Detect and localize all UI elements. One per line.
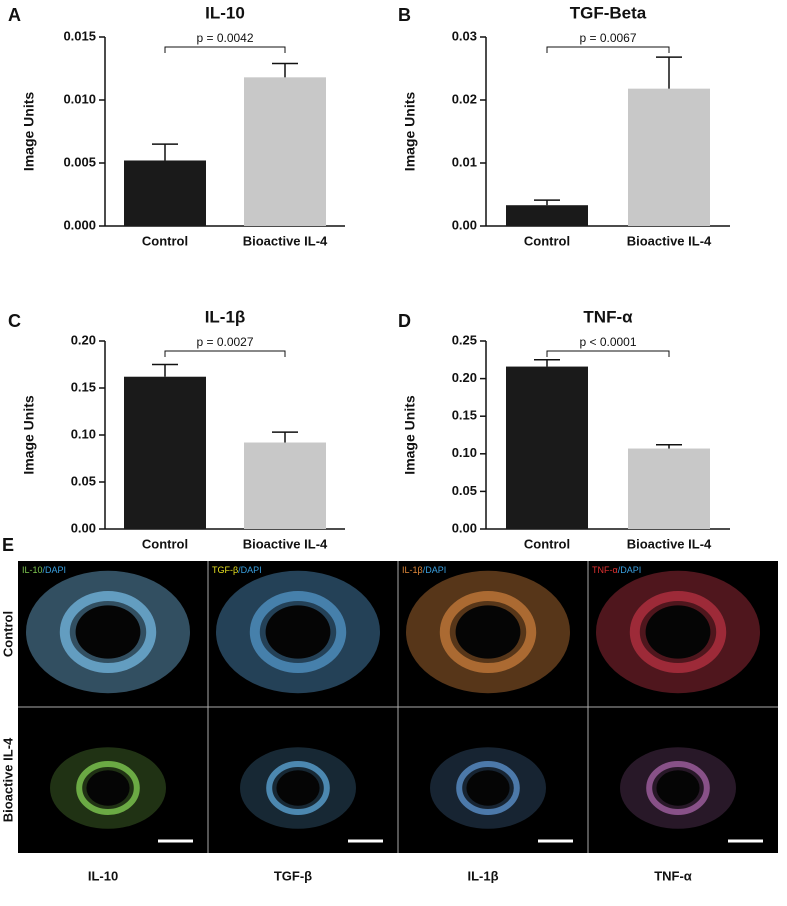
y-tick-label: 0.005 bbox=[63, 154, 96, 169]
y-tick-label: 0.02 bbox=[452, 91, 477, 106]
lumen bbox=[466, 770, 510, 806]
panel-label: A bbox=[8, 5, 21, 25]
x-tick-label: Bioactive IL-4 bbox=[243, 536, 328, 551]
x-tick-label: Bioactive IL-4 bbox=[627, 233, 712, 248]
stain-dapi: /DAPI bbox=[618, 565, 642, 575]
micrograph bbox=[430, 747, 573, 843]
bar bbox=[628, 88, 710, 226]
stain-marker: IL-1β bbox=[402, 565, 423, 575]
panel-label: C bbox=[8, 311, 21, 331]
vessel-wall bbox=[59, 591, 157, 673]
bar bbox=[628, 448, 710, 529]
y-tick-label: 0.20 bbox=[452, 370, 477, 385]
micrograph bbox=[240, 747, 383, 843]
y-tick-label: 0.00 bbox=[452, 520, 477, 535]
bar bbox=[124, 160, 206, 226]
x-tick-label: Bioactive IL-4 bbox=[243, 233, 328, 248]
y-axis-label: Image Units bbox=[402, 92, 418, 172]
vessel-wall bbox=[249, 591, 347, 673]
lumen bbox=[75, 605, 141, 659]
y-tick-label: 0.03 bbox=[452, 28, 477, 43]
significance-bracket bbox=[546, 350, 670, 357]
lumen bbox=[455, 605, 521, 659]
stain-label: IL-10/DAPI bbox=[22, 565, 66, 575]
y-tick-label: 0.015 bbox=[63, 28, 96, 43]
stain-dapi: /DAPI bbox=[43, 565, 67, 575]
y-tick-label: 0.05 bbox=[452, 483, 477, 498]
x-tick-label: Control bbox=[142, 536, 188, 551]
y-tick-label: 0.01 bbox=[452, 154, 477, 169]
vessel-wall bbox=[456, 761, 520, 815]
x-tick-label: Control bbox=[524, 536, 570, 551]
panel-label: D bbox=[398, 311, 411, 331]
column-label: IL-10 bbox=[88, 868, 118, 883]
lumen bbox=[276, 770, 320, 806]
significance-bracket bbox=[546, 46, 670, 53]
vessel-wall bbox=[646, 761, 710, 815]
stain-label: TNF-α/DAPI bbox=[592, 565, 641, 575]
bar bbox=[506, 366, 588, 529]
y-axis-label: Image Units bbox=[21, 395, 37, 475]
significance-bracket bbox=[164, 46, 286, 53]
y-tick-label: 0.010 bbox=[63, 91, 96, 106]
vessel-wall bbox=[629, 591, 727, 673]
stain-dapi: /DAPI bbox=[238, 565, 262, 575]
stain-marker: TGF-β bbox=[212, 565, 238, 575]
bar bbox=[244, 77, 326, 226]
bar bbox=[506, 205, 588, 226]
p-value: p = 0.0067 bbox=[579, 31, 636, 45]
bar bbox=[124, 376, 206, 529]
stain-marker: TNF-α bbox=[592, 565, 618, 575]
panel-label: B bbox=[398, 5, 411, 25]
p-value: p = 0.0042 bbox=[196, 31, 253, 45]
chart-title: IL-10 bbox=[205, 3, 245, 22]
row-label: Control bbox=[0, 611, 15, 657]
row-label: Bioactive IL-4 bbox=[0, 737, 15, 822]
column-label: TGF-β bbox=[274, 868, 312, 883]
panel-label: E bbox=[2, 535, 14, 555]
stain-label: TGF-β/DAPI bbox=[212, 565, 262, 575]
y-tick-label: 0.000 bbox=[63, 217, 96, 232]
y-axis-label: Image Units bbox=[402, 395, 418, 475]
micrograph bbox=[216, 570, 380, 694]
significance-bracket bbox=[164, 350, 286, 357]
stain-marker: IL-10 bbox=[22, 565, 43, 575]
vessel-wall bbox=[76, 761, 140, 815]
column-label: IL-1β bbox=[467, 868, 498, 883]
y-tick-label: 0.10 bbox=[452, 445, 477, 460]
vessel-wall bbox=[266, 761, 330, 815]
stain-dapi: /DAPI bbox=[423, 565, 447, 575]
p-value: p < 0.0001 bbox=[579, 335, 636, 349]
y-tick-label: 0.00 bbox=[452, 217, 477, 232]
y-tick-label: 0.20 bbox=[71, 332, 96, 347]
micrograph bbox=[596, 570, 760, 694]
p-value: p = 0.0027 bbox=[196, 335, 253, 349]
bar bbox=[244, 442, 326, 529]
y-tick-label: 0.05 bbox=[71, 473, 96, 488]
y-tick-label: 0.15 bbox=[452, 408, 477, 423]
y-tick-label: 0.15 bbox=[71, 379, 96, 394]
lumen bbox=[86, 770, 130, 806]
x-tick-label: Bioactive IL-4 bbox=[627, 536, 712, 551]
y-tick-label: 0.10 bbox=[71, 426, 96, 441]
stain-label: IL-1β/DAPI bbox=[402, 565, 446, 575]
lumen bbox=[645, 605, 711, 659]
y-tick-label: 0.00 bbox=[71, 520, 96, 535]
chart-title: TNF-α bbox=[583, 307, 633, 326]
lumen bbox=[656, 770, 700, 806]
micrograph bbox=[620, 747, 763, 843]
x-tick-label: Control bbox=[524, 233, 570, 248]
lumen bbox=[265, 605, 331, 659]
micrograph bbox=[26, 570, 190, 694]
chart-title: IL-1β bbox=[205, 307, 246, 326]
micrograph bbox=[50, 747, 193, 843]
y-axis-label: Image Units bbox=[21, 92, 37, 172]
y-tick-label: 0.25 bbox=[452, 332, 477, 347]
x-tick-label: Control bbox=[142, 233, 188, 248]
vessel-wall bbox=[439, 591, 537, 673]
chart-title: TGF-Beta bbox=[570, 3, 647, 22]
micrograph bbox=[406, 570, 570, 694]
column-label: TNF-α bbox=[654, 868, 692, 883]
